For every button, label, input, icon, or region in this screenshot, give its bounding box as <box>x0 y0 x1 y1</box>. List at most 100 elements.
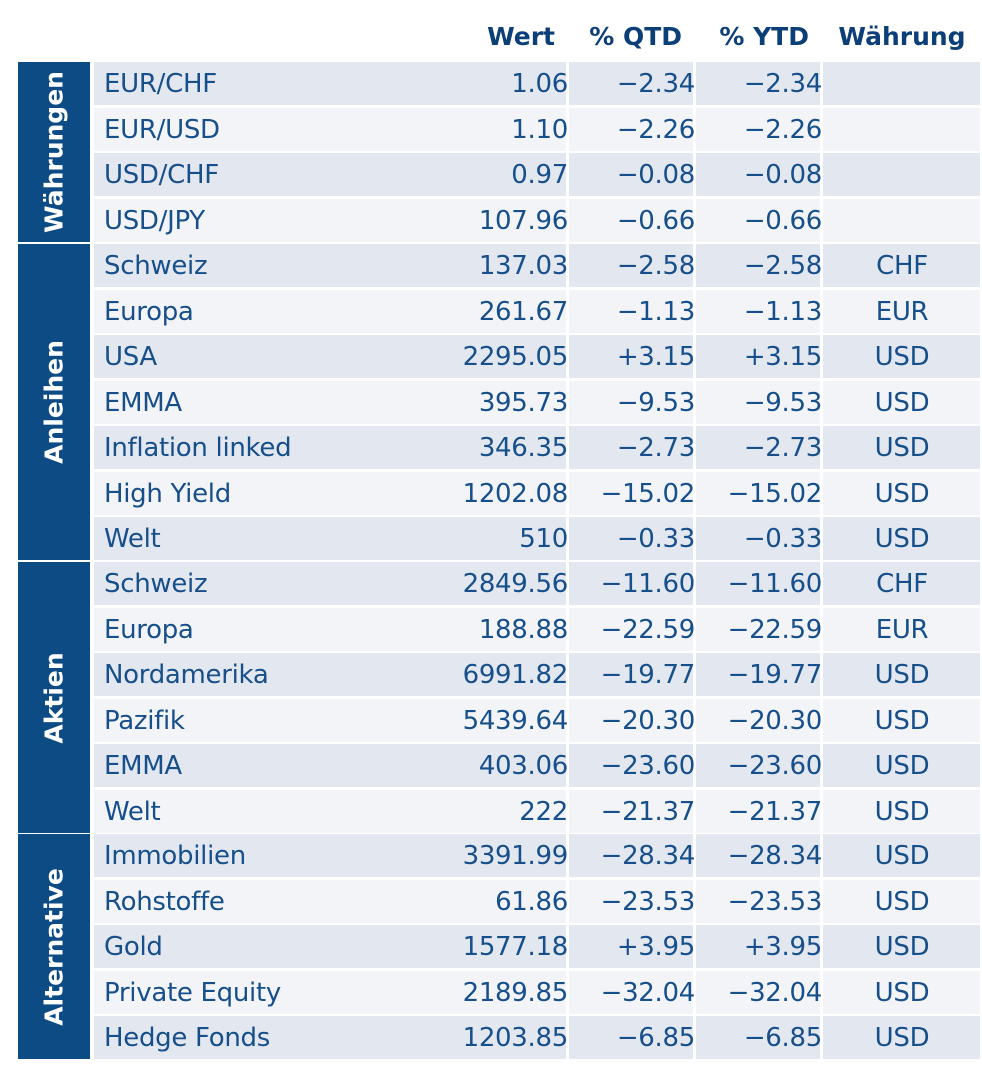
column-divider <box>693 562 696 605</box>
qtd-cell: −23.53 <box>600 887 696 917</box>
ytd-cell: −23.53 <box>727 887 823 917</box>
instrument-name: USD/CHF <box>104 160 219 190</box>
column-divider <box>693 834 696 877</box>
column-divider <box>693 925 696 968</box>
currency-cell: EUR <box>875 297 929 327</box>
column-divider <box>566 244 569 287</box>
table-row: EUR/CHF 1.06 −2.34 −2.34 <box>94 62 980 105</box>
column-divider <box>820 472 823 515</box>
section-label: Anleihen <box>39 340 69 464</box>
table-row: Inflation linked 346.35 −2.73 −2.73 USD <box>94 426 980 469</box>
ytd-cell: −22.59 <box>727 615 823 645</box>
table-row: EMMA 395.73 −9.53 −9.53 USD <box>94 381 980 424</box>
value-cell: 403.06 <box>478 751 568 781</box>
column-divider <box>693 472 696 515</box>
currency-cell: USD <box>874 706 930 736</box>
section-alternative: Alternative Immobilien 3391.99 −28.34 −28.34… <box>18 834 980 1059</box>
qtd-cell: −2.26 <box>616 115 695 145</box>
column-divider <box>693 880 696 923</box>
ytd-cell: −2.58 <box>743 251 822 281</box>
column-divider <box>566 335 569 378</box>
column-divider <box>820 653 823 696</box>
column-divider <box>566 608 569 651</box>
currency-cell: USD <box>874 433 930 463</box>
table-row: Private Equity 2189.85 −32.04 −32.04 USD <box>94 971 980 1014</box>
instrument-name: Nordamerika <box>104 660 269 690</box>
column-divider <box>820 517 823 560</box>
instrument-name: Pazifik <box>104 706 185 736</box>
column-divider <box>566 199 569 242</box>
value-cell: 6991.82 <box>462 660 569 690</box>
instrument-name: EMMA <box>104 388 182 418</box>
instrument-name: USD/JPY <box>104 206 205 236</box>
table-row: Rohstoffe 61.86 −23.53 −23.53 USD <box>94 880 980 923</box>
value-cell: 107.96 <box>478 206 568 236</box>
column-divider <box>693 653 696 696</box>
currency-cell: USD <box>874 479 930 509</box>
qtd-cell: −21.37 <box>600 797 696 827</box>
table-row: USD/CHF 0.97 −0.08 −0.08 <box>94 153 980 196</box>
value-cell: 222 <box>519 797 568 827</box>
section-label-bar: Alternative <box>18 834 90 1059</box>
column-divider <box>820 381 823 424</box>
column-divider <box>693 108 696 151</box>
currency-cell: EUR <box>875 615 929 645</box>
table-row: Immobilien 3391.99 −28.34 −28.34 USD <box>94 834 980 877</box>
value-cell: 2295.05 <box>462 342 569 372</box>
column-header-waehrung: Währung <box>838 22 966 51</box>
column-divider <box>566 971 569 1014</box>
column-divider <box>566 426 569 469</box>
currency-cell: USD <box>874 524 930 554</box>
currency-cell: USD <box>874 342 930 372</box>
table-row: Schweiz 2849.56 −11.60 −11.60 CHF <box>94 562 980 605</box>
instrument-name: Hedge Fonds <box>104 1023 270 1053</box>
ytd-cell: −11.60 <box>727 569 823 599</box>
currency-cell <box>838 153 966 196</box>
instrument-name: Rohstoffe <box>104 887 225 917</box>
table-header: Wert % QTD % YTD Währung <box>0 18 982 58</box>
instrument-name: Schweiz <box>104 569 208 599</box>
value-cell: 1202.08 <box>462 479 569 509</box>
column-divider <box>693 290 696 333</box>
ytd-cell: −15.02 <box>727 479 823 509</box>
qtd-cell: −20.30 <box>600 706 696 736</box>
table-row: EMMA 403.06 −23.60 −23.60 USD <box>94 744 980 787</box>
qtd-cell: −2.73 <box>616 433 695 463</box>
value-cell: 188.88 <box>478 615 568 645</box>
currency-cell <box>838 108 966 151</box>
table-row: High Yield 1202.08 −15.02 −15.02 USD <box>94 472 980 515</box>
qtd-cell: −22.59 <box>600 615 696 645</box>
value-cell: 1203.85 <box>462 1023 569 1053</box>
column-divider <box>566 699 569 742</box>
value-cell: 3391.99 <box>462 841 569 871</box>
ytd-cell: −2.34 <box>743 69 822 99</box>
instrument-name: USA <box>104 342 157 372</box>
qtd-cell: −28.34 <box>600 841 696 871</box>
ytd-cell: +3.95 <box>743 932 822 962</box>
ytd-cell: −28.34 <box>727 841 823 871</box>
column-divider <box>820 562 823 605</box>
value-cell: 2849.56 <box>462 569 569 599</box>
value-cell: 261.67 <box>478 297 568 327</box>
ytd-cell: −2.73 <box>743 433 822 463</box>
instrument-name: Europa <box>104 297 194 327</box>
ytd-cell: −19.77 <box>727 660 823 690</box>
column-divider <box>566 925 569 968</box>
instrument-name: Immobilien <box>104 841 246 871</box>
section-waehrungen: Währungen EUR/CHF 1.06 −2.34 −2.34 EUR/USD 1.1… <box>18 62 980 242</box>
instrument-name: EMMA <box>104 751 182 781</box>
ytd-cell: −1.13 <box>743 297 822 327</box>
qtd-cell: −23.60 <box>600 751 696 781</box>
currency-cell: USD <box>874 751 930 781</box>
instrument-name: High Yield <box>104 479 231 509</box>
currency-cell: USD <box>874 660 930 690</box>
table-row: Schweiz 137.03 −2.58 −2.58 CHF <box>94 244 980 287</box>
value-cell: 1577.18 <box>462 932 569 962</box>
qtd-cell: −2.34 <box>616 69 695 99</box>
column-divider <box>693 744 696 787</box>
ytd-cell: −6.85 <box>743 1023 822 1053</box>
column-divider <box>820 925 823 968</box>
column-divider <box>566 62 569 105</box>
qtd-cell: −32.04 <box>600 978 696 1008</box>
section-aktien: Aktien Schweiz 2849.56 −11.60 −11.60 CHF Europ… <box>18 562 980 833</box>
